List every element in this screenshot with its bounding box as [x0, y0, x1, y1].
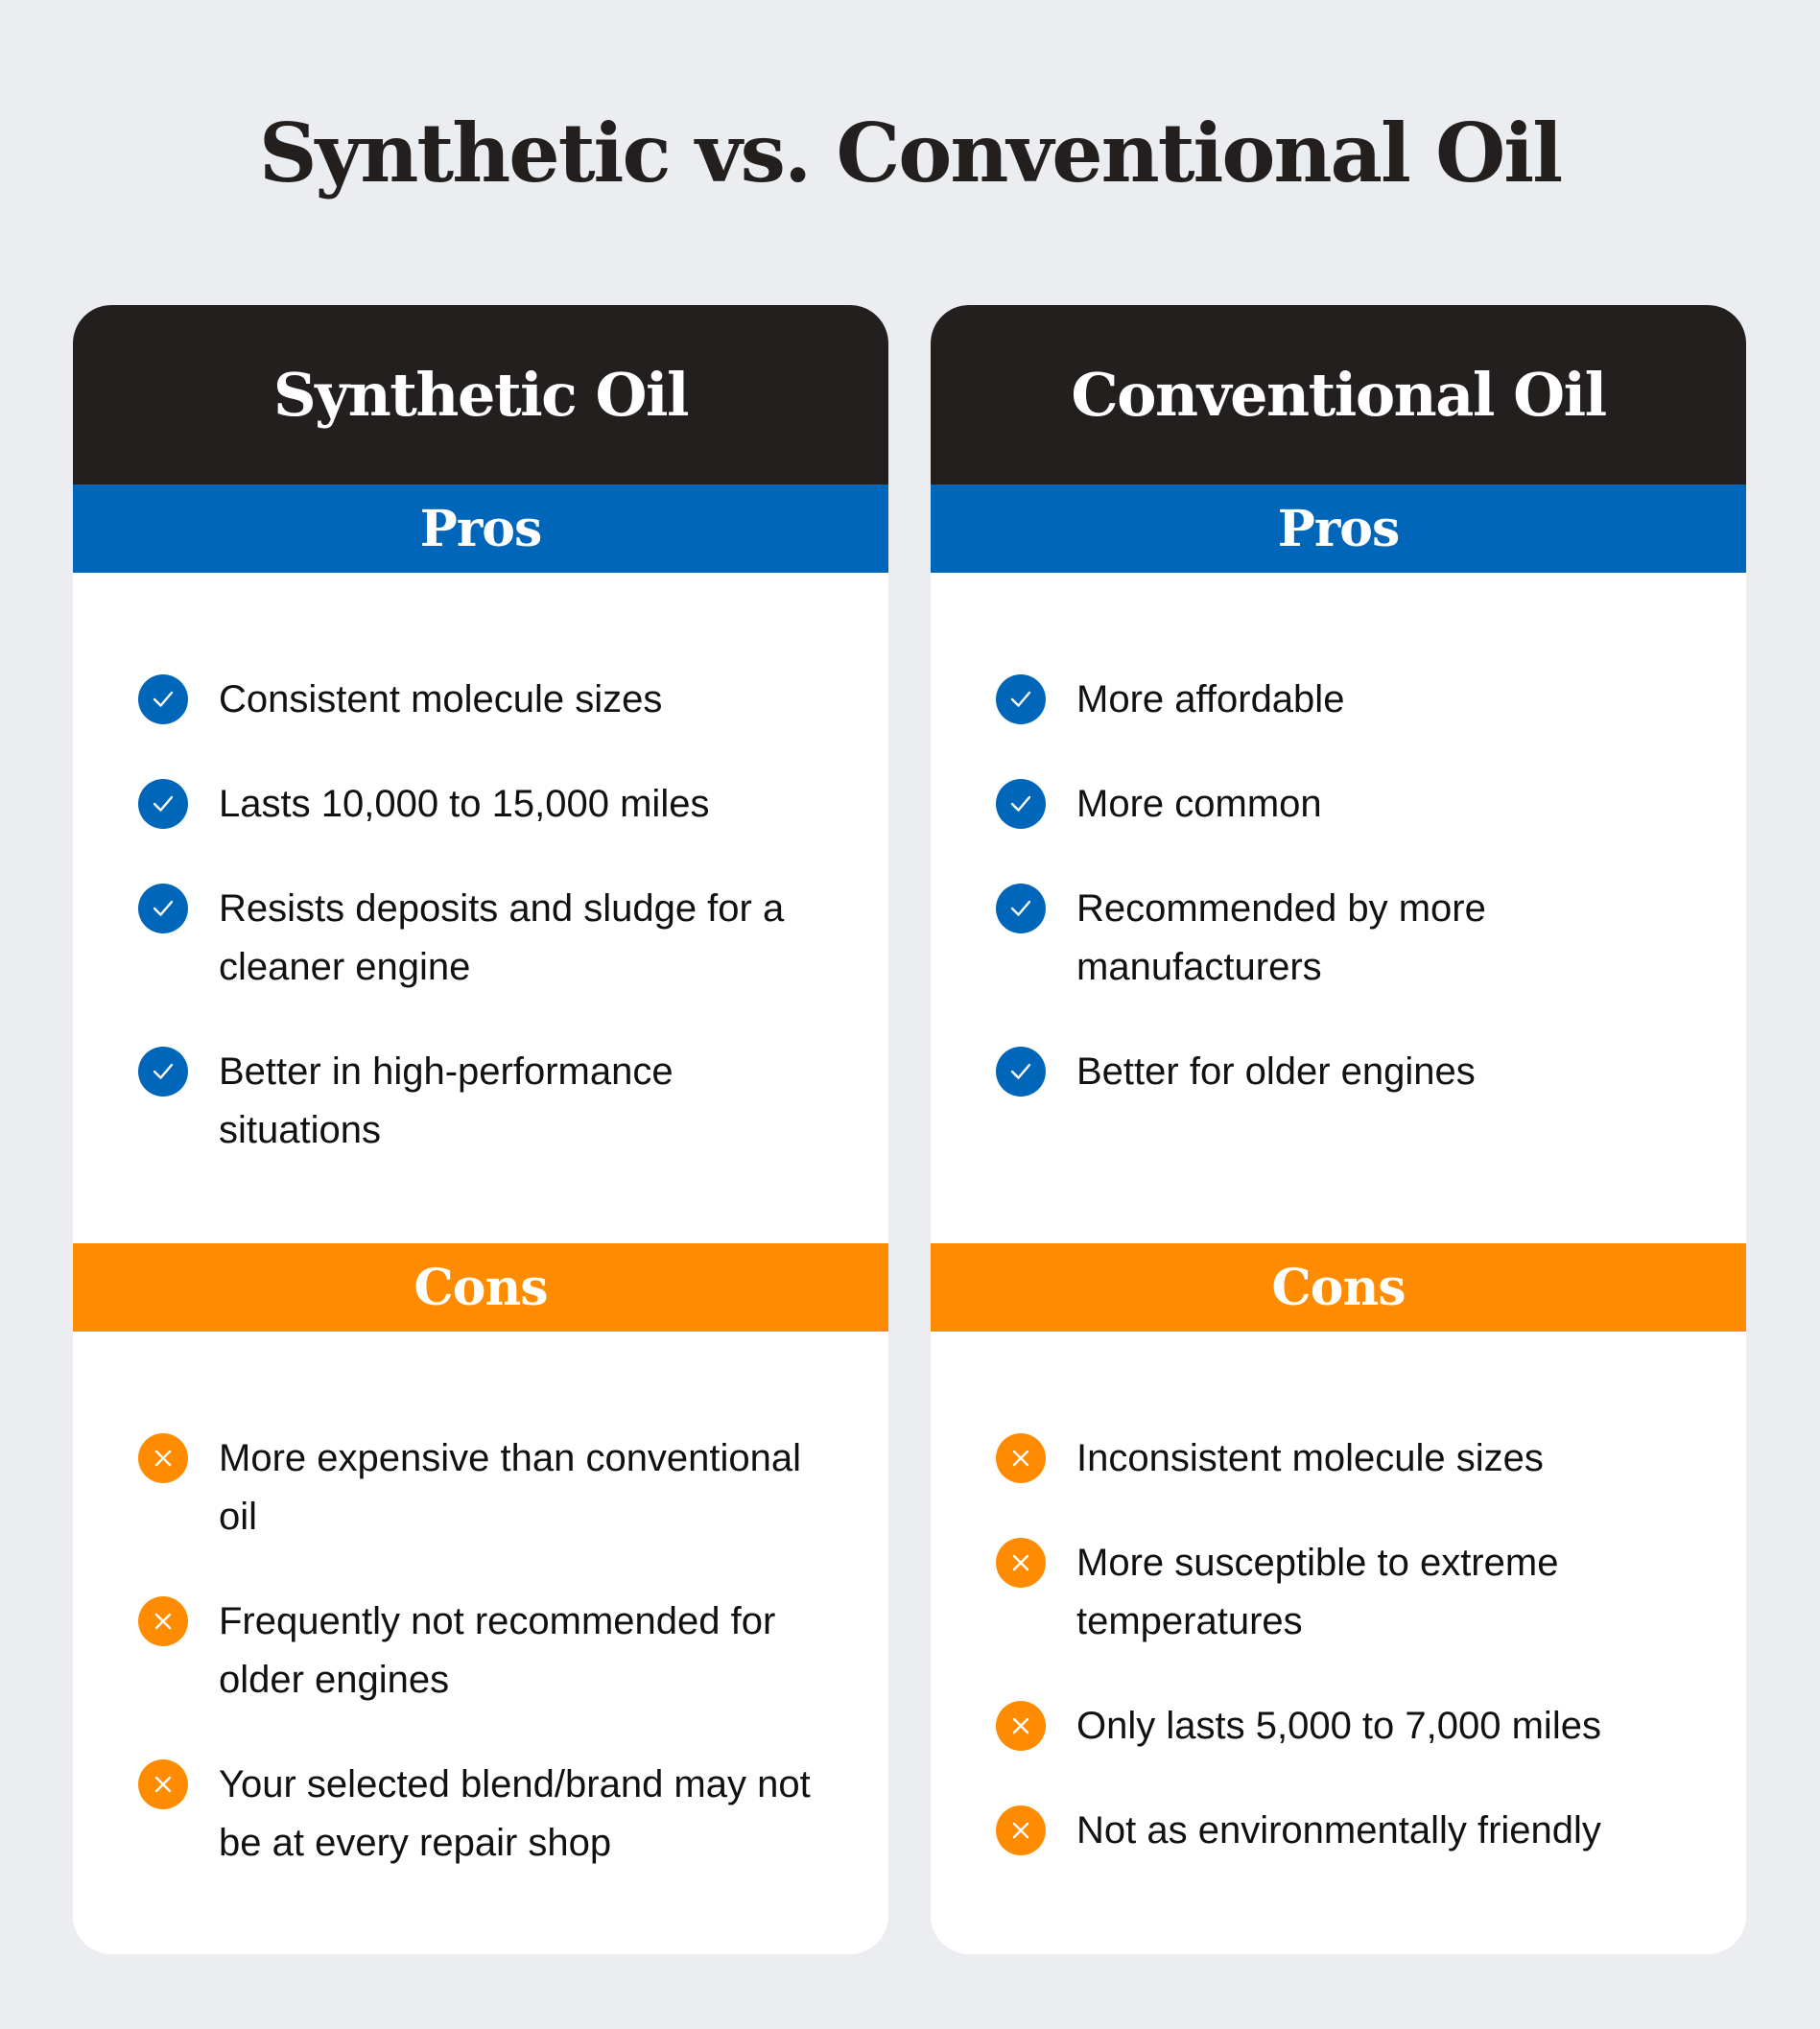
- pros-header: Pros: [73, 484, 888, 573]
- x-circle-icon: [138, 1596, 188, 1646]
- conventional-oil-card: Conventional Oil Pros More affordable Mo…: [931, 305, 1746, 1954]
- pro-item: More affordable: [931, 671, 1746, 729]
- cons-list: Inconsistent molecule sizes More suscept…: [931, 1332, 1746, 1946]
- pro-item: Better for older engines: [931, 1043, 1746, 1101]
- pro-item: Lasts 10,000 to 15,000 miles: [73, 775, 888, 834]
- check-circle-icon: [996, 884, 1046, 933]
- pro-item: Consistent molecule sizes: [73, 671, 888, 729]
- check-circle-icon: [138, 674, 188, 724]
- pro-item: Recommended by more manufacturers: [931, 880, 1746, 997]
- check-circle-icon: [138, 884, 188, 933]
- check-circle-icon: [138, 779, 188, 829]
- pros-list: More affordable More common Recommended …: [931, 573, 1746, 1243]
- item-text: Consistent molecule sizes: [219, 678, 663, 720]
- item-text: More common: [1076, 783, 1322, 825]
- item-text: More susceptible to extreme temperatures: [1076, 1542, 1559, 1642]
- pro-item: More common: [931, 775, 1746, 834]
- item-text: Your selected blend/brand may not be at …: [219, 1763, 811, 1864]
- pro-item: Resists deposits and sludge for a cleane…: [73, 880, 888, 997]
- item-text: Only lasts 5,000 to 7,000 miles: [1076, 1705, 1601, 1747]
- con-item: Not as environmentally friendly: [931, 1802, 1746, 1860]
- x-circle-icon: [996, 1701, 1046, 1751]
- check-circle-icon: [996, 779, 1046, 829]
- check-circle-icon: [996, 1047, 1046, 1097]
- x-circle-icon: [138, 1759, 188, 1809]
- x-circle-icon: [996, 1433, 1046, 1483]
- x-circle-icon: [996, 1805, 1046, 1855]
- con-item: Your selected blend/brand may not be at …: [73, 1756, 888, 1873]
- cons-header: Cons: [73, 1243, 888, 1332]
- check-circle-icon: [996, 674, 1046, 724]
- item-text: Better for older engines: [1076, 1050, 1476, 1093]
- pros-list: Consistent molecule sizes Lasts 10,000 t…: [73, 573, 888, 1243]
- check-circle-icon: [138, 1047, 188, 1097]
- item-text: More expensive than conventional oil: [219, 1437, 802, 1538]
- card-heading: Synthetic Oil: [73, 305, 888, 484]
- cons-list: More expensive than conventional oil Fre…: [73, 1332, 888, 1946]
- item-text: Frequently not recommended for older eng…: [219, 1600, 776, 1701]
- x-circle-icon: [138, 1433, 188, 1483]
- item-text: Resists deposits and sludge for a cleane…: [219, 887, 785, 988]
- item-text: Better in high-performance situations: [219, 1050, 674, 1151]
- con-item: Only lasts 5,000 to 7,000 miles: [931, 1697, 1746, 1756]
- x-circle-icon: [996, 1538, 1046, 1588]
- item-text: More affordable: [1076, 678, 1345, 720]
- con-item: More susceptible to extreme temperatures: [931, 1534, 1746, 1651]
- con-item: Frequently not recommended for older eng…: [73, 1593, 888, 1710]
- pro-item: Better in high-performance situations: [73, 1043, 888, 1160]
- item-text: Lasts 10,000 to 15,000 miles: [219, 783, 710, 825]
- pros-header: Pros: [931, 484, 1746, 573]
- page-title: Synthetic vs. Conventional Oil: [258, 106, 1563, 201]
- cons-header: Cons: [931, 1243, 1746, 1332]
- synthetic-oil-card: Synthetic Oil Pros Consistent molecule s…: [73, 305, 888, 1954]
- card-heading: Conventional Oil: [931, 305, 1746, 484]
- item-text: Inconsistent molecule sizes: [1076, 1437, 1544, 1479]
- con-item: More expensive than conventional oil: [73, 1429, 888, 1546]
- item-text: Recommended by more manufacturers: [1076, 887, 1486, 988]
- item-text: Not as environmentally friendly: [1076, 1809, 1601, 1852]
- con-item: Inconsistent molecule sizes: [931, 1429, 1746, 1488]
